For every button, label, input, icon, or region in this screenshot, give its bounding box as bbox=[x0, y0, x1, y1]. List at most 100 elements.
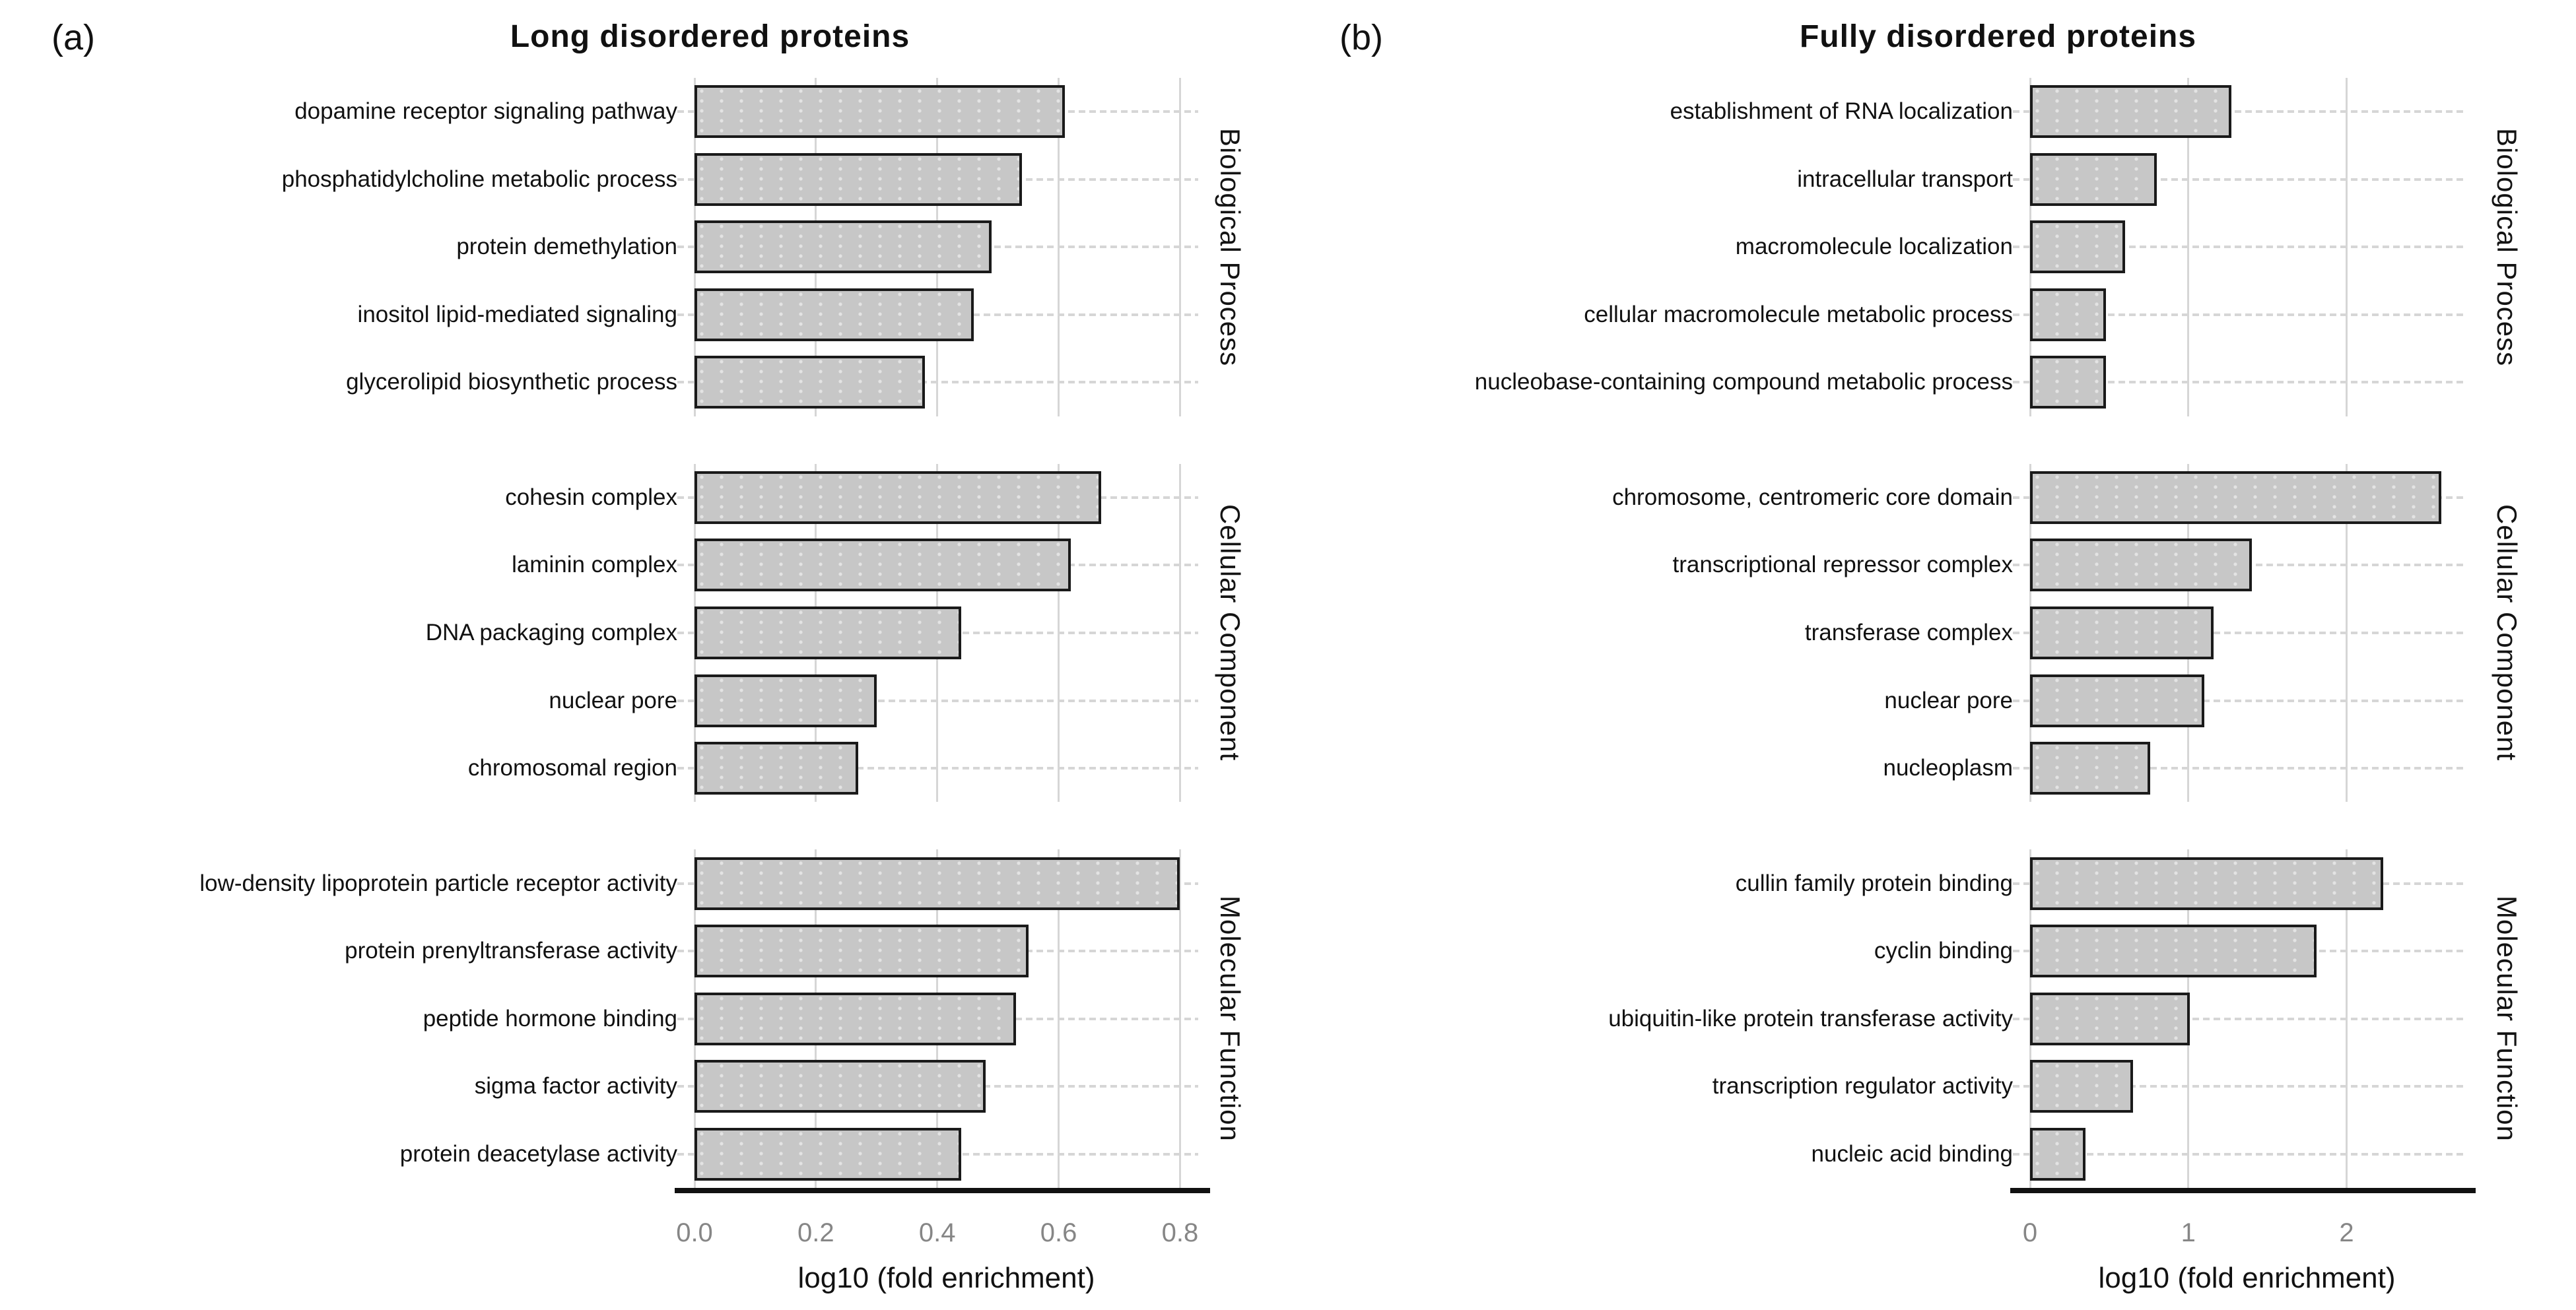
category-label: nucleobase-containing compound metabolic… bbox=[1474, 369, 2013, 395]
bar-track bbox=[2013, 531, 2464, 599]
facet-strip: Molecular Function bbox=[1198, 849, 1262, 1188]
category-label: cullin family protein binding bbox=[1735, 870, 2013, 896]
facet-strip-label: Biological Process bbox=[1215, 127, 1246, 366]
bar-row: cullin family protein binding bbox=[1288, 849, 2464, 917]
bar-row: protein demethylation bbox=[0, 213, 1198, 281]
bar-track bbox=[677, 348, 1198, 416]
bar-row: dopamine receptor signaling pathway bbox=[0, 78, 1198, 146]
category-label: macromolecule localization bbox=[1735, 234, 2013, 260]
facet-strip-label: Cellular Component bbox=[1215, 504, 1246, 762]
bar-track bbox=[677, 599, 1198, 667]
row-gridline bbox=[2013, 1152, 2464, 1156]
bar-row: chromosomal region bbox=[0, 735, 1198, 802]
bar-track bbox=[2013, 1053, 2464, 1121]
bar bbox=[695, 152, 1023, 206]
bar-track bbox=[677, 1053, 1198, 1121]
bar-track bbox=[2013, 667, 2464, 735]
x-axis-label: log10 (fold enrichment) bbox=[2098, 1262, 2396, 1294]
facets: dopamine receptor signaling pathway phosp… bbox=[0, 78, 1262, 1189]
bar bbox=[2030, 152, 2157, 206]
bar-track bbox=[677, 281, 1198, 349]
category-label: low-density lipoprotein particle recepto… bbox=[199, 870, 677, 896]
facet-strip: Molecular Function bbox=[2464, 849, 2550, 1188]
facet-strip: Biological Process bbox=[1198, 78, 1262, 416]
category-label: transcriptional repressor complex bbox=[1672, 552, 2013, 578]
panel-b-title: Fully disordered proteins bbox=[1799, 19, 2197, 54]
bar bbox=[2030, 992, 2190, 1045]
bar bbox=[695, 857, 1180, 910]
bar-row: ubiquitin-like protein transferase activ… bbox=[1288, 985, 2464, 1053]
bar-row: glycerolipid biosynthetic process bbox=[0, 348, 1198, 416]
category-label: phosphatidylcholine metabolic process bbox=[281, 166, 677, 192]
bar-row: cellular macromolecule metabolic process bbox=[1288, 281, 2464, 349]
bar-row: laminin complex bbox=[0, 531, 1198, 599]
bar-track bbox=[677, 917, 1198, 985]
bar-row: cohesin complex bbox=[0, 464, 1198, 532]
category-label: ubiquitin-like protein transferase activ… bbox=[1608, 1005, 2013, 1032]
bar bbox=[2030, 356, 2107, 409]
bar-row: transcription regulator activity bbox=[1288, 1053, 2464, 1121]
category-label: cyclin binding bbox=[1874, 938, 2013, 964]
category-label: protein prenyltransferase activity bbox=[345, 938, 677, 964]
x-tick-label: 0.0 bbox=[676, 1218, 713, 1247]
facet-rows: dopamine receptor signaling pathway phosp… bbox=[0, 78, 1198, 416]
category-label: glycerolipid biosynthetic process bbox=[346, 369, 677, 395]
bar-row: nucleobase-containing compound metabolic… bbox=[1288, 348, 2464, 416]
category-label: peptide hormone binding bbox=[423, 1005, 677, 1032]
bar-row: intracellular transport bbox=[1288, 146, 2464, 214]
bar-track bbox=[677, 464, 1198, 532]
bar-row: phosphatidylcholine metabolic process bbox=[0, 146, 1198, 214]
bar-track bbox=[677, 735, 1198, 802]
category-label: DNA packaging complex bbox=[425, 620, 677, 645]
category-label: nucleoplasm bbox=[1883, 755, 2014, 781]
panel-b-tag: (b) bbox=[1339, 18, 1383, 57]
panel-a: (a) Long disordered proteins dopamine re… bbox=[0, 19, 1262, 1310]
facet: dopamine receptor signaling pathway phosp… bbox=[0, 78, 1262, 416]
category-label: dopamine receptor signaling pathway bbox=[294, 98, 677, 125]
bar-track bbox=[677, 146, 1198, 214]
x-axis: 0 1 2 log10 (fold enrichment) bbox=[1288, 1188, 2550, 1310]
category-label: transcription regulator activity bbox=[1712, 1073, 2013, 1099]
facet-strip-label: Molecular Function bbox=[2491, 896, 2523, 1142]
category-label: chromosome, centromeric core domain bbox=[1612, 484, 2013, 510]
category-label: protein deacetylase activity bbox=[399, 1140, 677, 1167]
bar-track bbox=[2013, 917, 2464, 985]
row-gridline bbox=[2013, 1017, 2464, 1020]
bar bbox=[695, 1127, 962, 1181]
category-label: nuclear pore bbox=[549, 687, 677, 713]
bar-track bbox=[2013, 1120, 2464, 1188]
panel-b-header: (b) Fully disordered proteins bbox=[1288, 0, 2550, 78]
bar bbox=[2030, 288, 2107, 341]
facet-strip-label: Molecular Function bbox=[1215, 896, 1246, 1142]
bar-row: chromosome, centromeric core domain bbox=[1288, 464, 2464, 532]
panel-a-title: Long disordered proteins bbox=[510, 19, 910, 54]
facets: establishment of RNA localization intrace… bbox=[1288, 78, 2550, 1189]
bar bbox=[695, 674, 877, 727]
bar-row: low-density lipoprotein particle recepto… bbox=[0, 849, 1198, 917]
category-label: protein demethylation bbox=[456, 234, 677, 260]
row-gridline bbox=[2013, 1085, 2464, 1088]
bar-track bbox=[2013, 464, 2464, 532]
facet: chromosome, centromeric core domain trans… bbox=[1288, 463, 2550, 802]
row-gridline bbox=[2013, 767, 2464, 770]
row-gridline bbox=[2013, 381, 2464, 384]
bar bbox=[695, 606, 962, 659]
category-label: inositol lipid-mediated signaling bbox=[357, 301, 677, 327]
facet: cohesin complex laminin complex DNA packag… bbox=[0, 463, 1262, 802]
bar bbox=[695, 539, 1071, 592]
x-tick-label: 0.2 bbox=[797, 1218, 834, 1247]
category-label: establishment of RNA localization bbox=[1670, 98, 2013, 125]
row-gridline bbox=[2013, 178, 2464, 181]
category-label: laminin complex bbox=[512, 552, 677, 578]
bar-row: nucleoplasm bbox=[1288, 735, 2464, 802]
bar-track bbox=[677, 985, 1198, 1053]
category-label: transferase complex bbox=[1804, 620, 2013, 645]
x-axis-track: 0.0 0.2 0.4 0.6 0.8 log10 (fold enrichment) bbox=[675, 1188, 1210, 1310]
bar-track bbox=[677, 1120, 1198, 1188]
bar-row: nuclear pore bbox=[1288, 667, 2464, 735]
x-axis-line bbox=[2010, 1188, 2476, 1193]
bar bbox=[2030, 1060, 2133, 1113]
category-label: sigma factor activity bbox=[474, 1073, 677, 1099]
bar-track bbox=[677, 78, 1198, 146]
